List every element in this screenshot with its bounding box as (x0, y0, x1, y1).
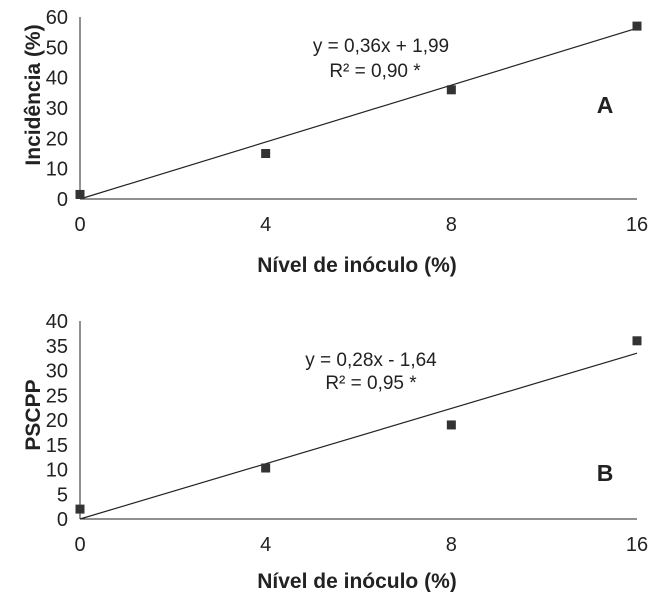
y-tick-label: 15 (46, 435, 68, 457)
data-point (261, 463, 271, 473)
x-tick-label: 0 (74, 534, 85, 556)
r-squared-label: R² = 0,95 * (325, 373, 417, 394)
panel-letter: A (597, 92, 614, 118)
y-tick-label: 30 (46, 361, 68, 383)
r-squared-label: R² = 0,90 * (329, 61, 421, 82)
y-tick-label: 0 (57, 509, 68, 531)
y-tick-label: 0 (57, 189, 68, 211)
data-point (632, 21, 642, 31)
x-tick-label: 4 (260, 214, 271, 236)
y-tick-label: 5 (57, 484, 68, 506)
y-tick-label: 30 (46, 98, 68, 120)
x-tick-label: 16 (626, 214, 648, 236)
panel-letter: B (597, 460, 614, 486)
x-axis-title: Nível de inóculo (%) (257, 254, 457, 277)
x-tick-label: 8 (446, 534, 457, 556)
data-point (632, 336, 642, 346)
y-tick-label: 40 (46, 311, 68, 333)
x-tick-label: 16 (626, 534, 648, 556)
data-point (446, 420, 456, 430)
y-axis-title: Incidência (%) (22, 24, 45, 165)
x-tick-label: 0 (74, 214, 85, 236)
x-axis-title: Nível de inóculo (%) (257, 570, 457, 592)
y-tick-label: 10 (46, 159, 68, 181)
y-tick-label: 20 (46, 410, 68, 432)
data-point (75, 189, 85, 199)
x-tick-label: 8 (446, 214, 457, 236)
y-tick-label: 25 (46, 385, 68, 407)
y-tick-label: 20 (46, 128, 68, 150)
regression-equation: y = 0,36x + 1,99 (313, 36, 449, 57)
y-tick-label: 40 (46, 68, 68, 90)
y-tick-label: 10 (46, 460, 68, 482)
trendline (79, 352, 638, 520)
chart-panel-a: 0 10 20 30 40 50 60 0 4 8 16 Nível de inóculo (%) In… (22, 7, 648, 277)
x-tick-label: 4 (260, 534, 271, 556)
y-tick-label: 35 (46, 336, 68, 358)
regression-equation: y = 0,28x - 1,64 (305, 350, 437, 371)
trendline (79, 27, 638, 200)
data-point (261, 149, 271, 158)
y-tick-label: 50 (46, 37, 68, 59)
y-axis-title: PSCPP (22, 379, 45, 450)
data-point (446, 85, 456, 95)
y-tick-label: 60 (46, 7, 68, 29)
data-point (75, 504, 85, 514)
